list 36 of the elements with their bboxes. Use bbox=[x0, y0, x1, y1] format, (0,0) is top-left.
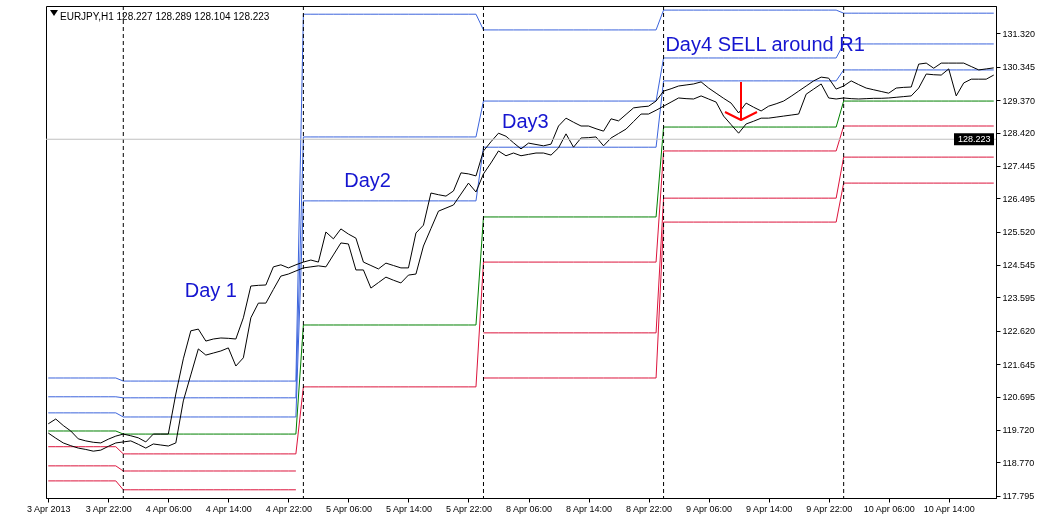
chart-title: EURJPY,H1 128.227 128.289 128.104 128.223 bbox=[60, 10, 270, 22]
ref-line-label: 128.223 bbox=[958, 134, 991, 145]
x-tick-label: 5 Apr 06:00 bbox=[325, 503, 372, 514]
annotation: Day3 bbox=[502, 110, 549, 133]
y-tick-label: 117.795 bbox=[1002, 491, 1035, 502]
y-tick-label: 123.595 bbox=[1002, 292, 1036, 303]
x-tick-label: 10 Apr 14:00 bbox=[923, 503, 975, 514]
y-tick-label: 118.770 bbox=[1002, 457, 1035, 468]
y-tick-label: 128.420 bbox=[1002, 128, 1036, 138]
x-tick-label: 3 Apr 22:00 bbox=[85, 503, 132, 514]
y-tick-label: 126.495 bbox=[1002, 193, 1036, 204]
x-tick-label: 5 Apr 14:00 bbox=[385, 503, 432, 514]
x-tick-label: 4 Apr 22:00 bbox=[265, 503, 312, 514]
x-tick-label: 8 Apr 06:00 bbox=[505, 503, 553, 514]
y-tick-label: 125.520 bbox=[1002, 227, 1036, 238]
x-tick-label: 3 Apr 2013 bbox=[26, 503, 71, 514]
y-tick-label: 122.620 bbox=[1002, 326, 1036, 337]
x-tick-label: 4 Apr 14:00 bbox=[205, 503, 252, 514]
x-tick-label: 9 Apr 14:00 bbox=[746, 503, 793, 514]
y-tick-label: 127.445 bbox=[1002, 161, 1036, 172]
x-tick-label: 8 Apr 14:00 bbox=[566, 503, 613, 514]
annotation: Day2 bbox=[344, 169, 391, 192]
x-tick-label: 8 Apr 22:00 bbox=[626, 503, 673, 514]
y-tick-label: 130.345 bbox=[1002, 62, 1036, 73]
y-tick-label: 119.720 bbox=[1002, 425, 1035, 436]
x-tick-label: 9 Apr 22:00 bbox=[806, 503, 853, 514]
y-tick-label: 121.645 bbox=[1002, 359, 1036, 370]
y-tick-label: 120.695 bbox=[1002, 392, 1036, 403]
annotation: Day 1 bbox=[184, 279, 237, 302]
y-tick-label: 124.545 bbox=[1002, 260, 1036, 271]
x-tick-label: 9 Apr 06:00 bbox=[686, 503, 733, 514]
x-tick-label: 4 Apr 06:00 bbox=[145, 503, 192, 514]
y-tick-label: 131.320 bbox=[1002, 28, 1036, 39]
x-tick-label: 10 Apr 06:00 bbox=[863, 503, 915, 514]
x-tick-label: 5 Apr 22:00 bbox=[445, 503, 492, 514]
y-tick-label: 129.370 bbox=[1002, 95, 1036, 106]
